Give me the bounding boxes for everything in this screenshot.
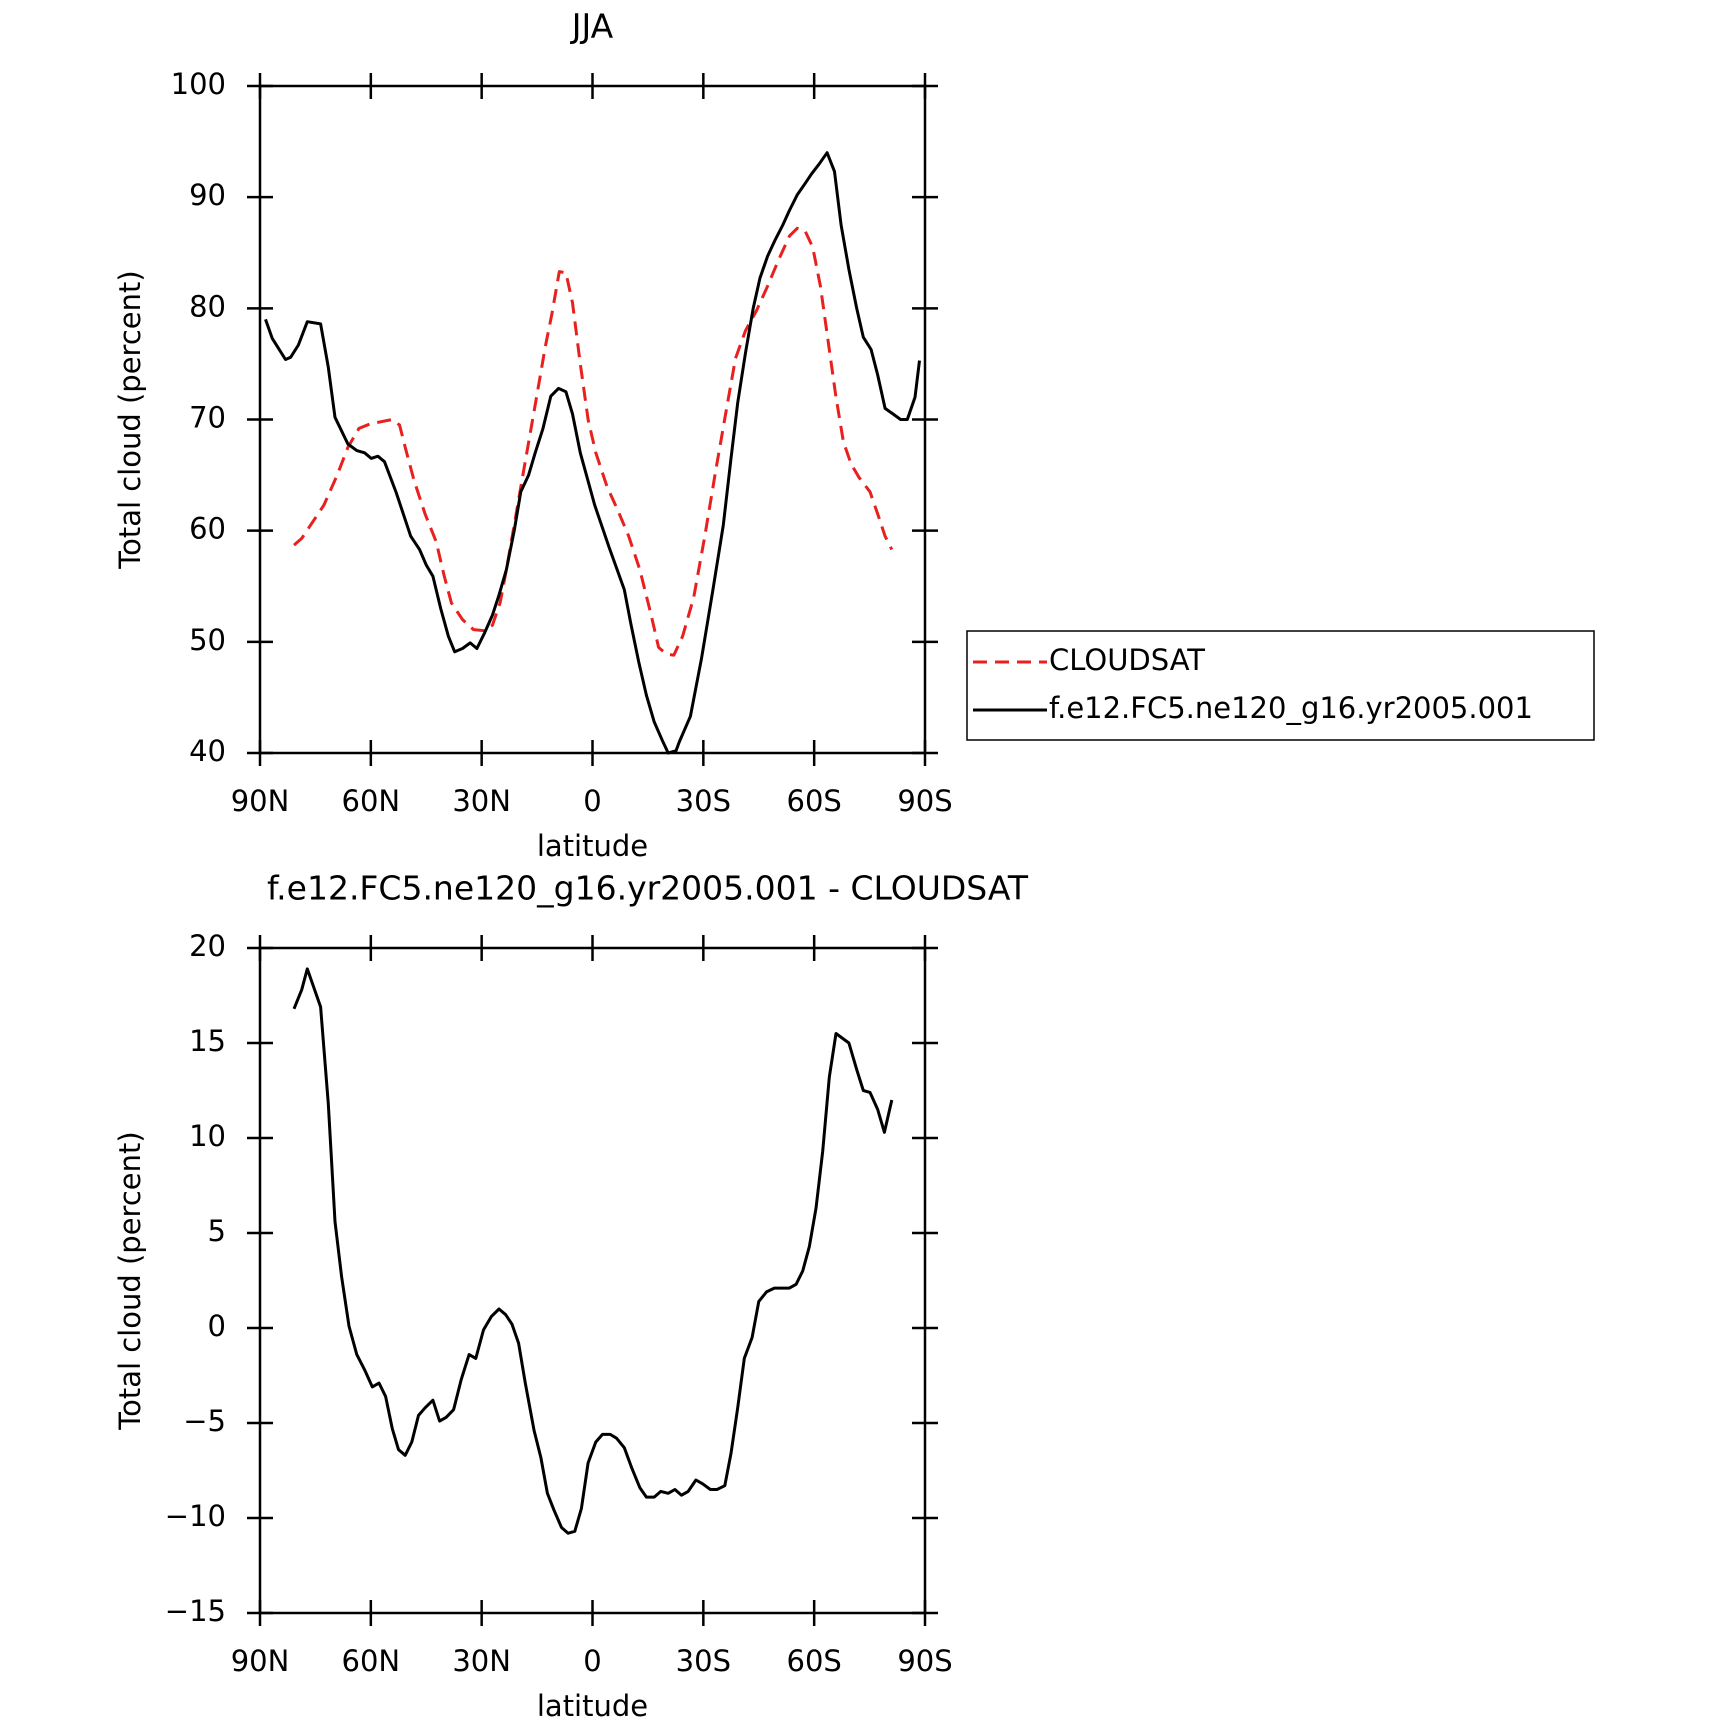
chart-title: f.e12.FC5.ne120_g16.yr2005.001 - CLOUDSA…	[267, 869, 1029, 908]
y-axis-label: Total cloud (percent)	[113, 1131, 147, 1430]
y-tick-label: 10	[189, 1119, 226, 1153]
y-tick-label: 50	[189, 623, 226, 657]
y-tick-label: 80	[189, 289, 226, 323]
x-tick-label: 60S	[787, 1644, 842, 1678]
x-tick-label: 60N	[342, 784, 401, 818]
x-axis-label: latitude	[537, 1689, 648, 1723]
plot-frame	[258, 84, 927, 755]
x-tick-label: 30S	[676, 1644, 731, 1678]
y-tick-label: 40	[189, 734, 226, 768]
x-tick-label: 90N	[231, 784, 290, 818]
x-tick-label: 60N	[342, 1644, 401, 1678]
x-tick-label: 0	[583, 784, 601, 818]
x-tick-label: 30S	[676, 784, 731, 818]
legend-label: f.e12.FC5.ne120_g16.yr2005.001	[1049, 691, 1533, 725]
x-axis-label: latitude	[537, 829, 648, 863]
x-tick-label: 60S	[787, 784, 842, 818]
y-tick-label: 90	[189, 178, 226, 212]
x-tick-label: 30N	[452, 784, 511, 818]
legend-label: CLOUDSAT	[1049, 643, 1205, 677]
data-line	[293, 226, 894, 657]
y-tick-label: 100	[171, 67, 226, 101]
data-line	[292, 967, 894, 1535]
data-line	[264, 151, 921, 755]
y-axis-label: Total cloud (percent)	[113, 270, 147, 569]
y-tick-label: −10	[165, 1499, 226, 1533]
y-tick-label: 20	[189, 929, 226, 963]
x-tick-label: 30N	[452, 1644, 511, 1678]
x-tick-label: 90S	[897, 1644, 952, 1678]
y-tick-label: 5	[208, 1214, 226, 1248]
x-tick-label: 0	[583, 1644, 601, 1678]
y-tick-label: 70	[189, 401, 226, 435]
y-tick-label: 60	[189, 512, 226, 546]
y-tick-label: −15	[165, 1594, 226, 1628]
x-tick-label: 90S	[897, 784, 952, 818]
plot-frame	[258, 946, 927, 1615]
y-tick-label: −5	[183, 1404, 226, 1438]
x-tick-label: 90N	[231, 1644, 290, 1678]
chart-title: JJA	[570, 7, 614, 46]
y-tick-label: 0	[208, 1309, 226, 1343]
legend-box	[966, 630, 1595, 741]
y-tick-label: 15	[189, 1024, 226, 1058]
